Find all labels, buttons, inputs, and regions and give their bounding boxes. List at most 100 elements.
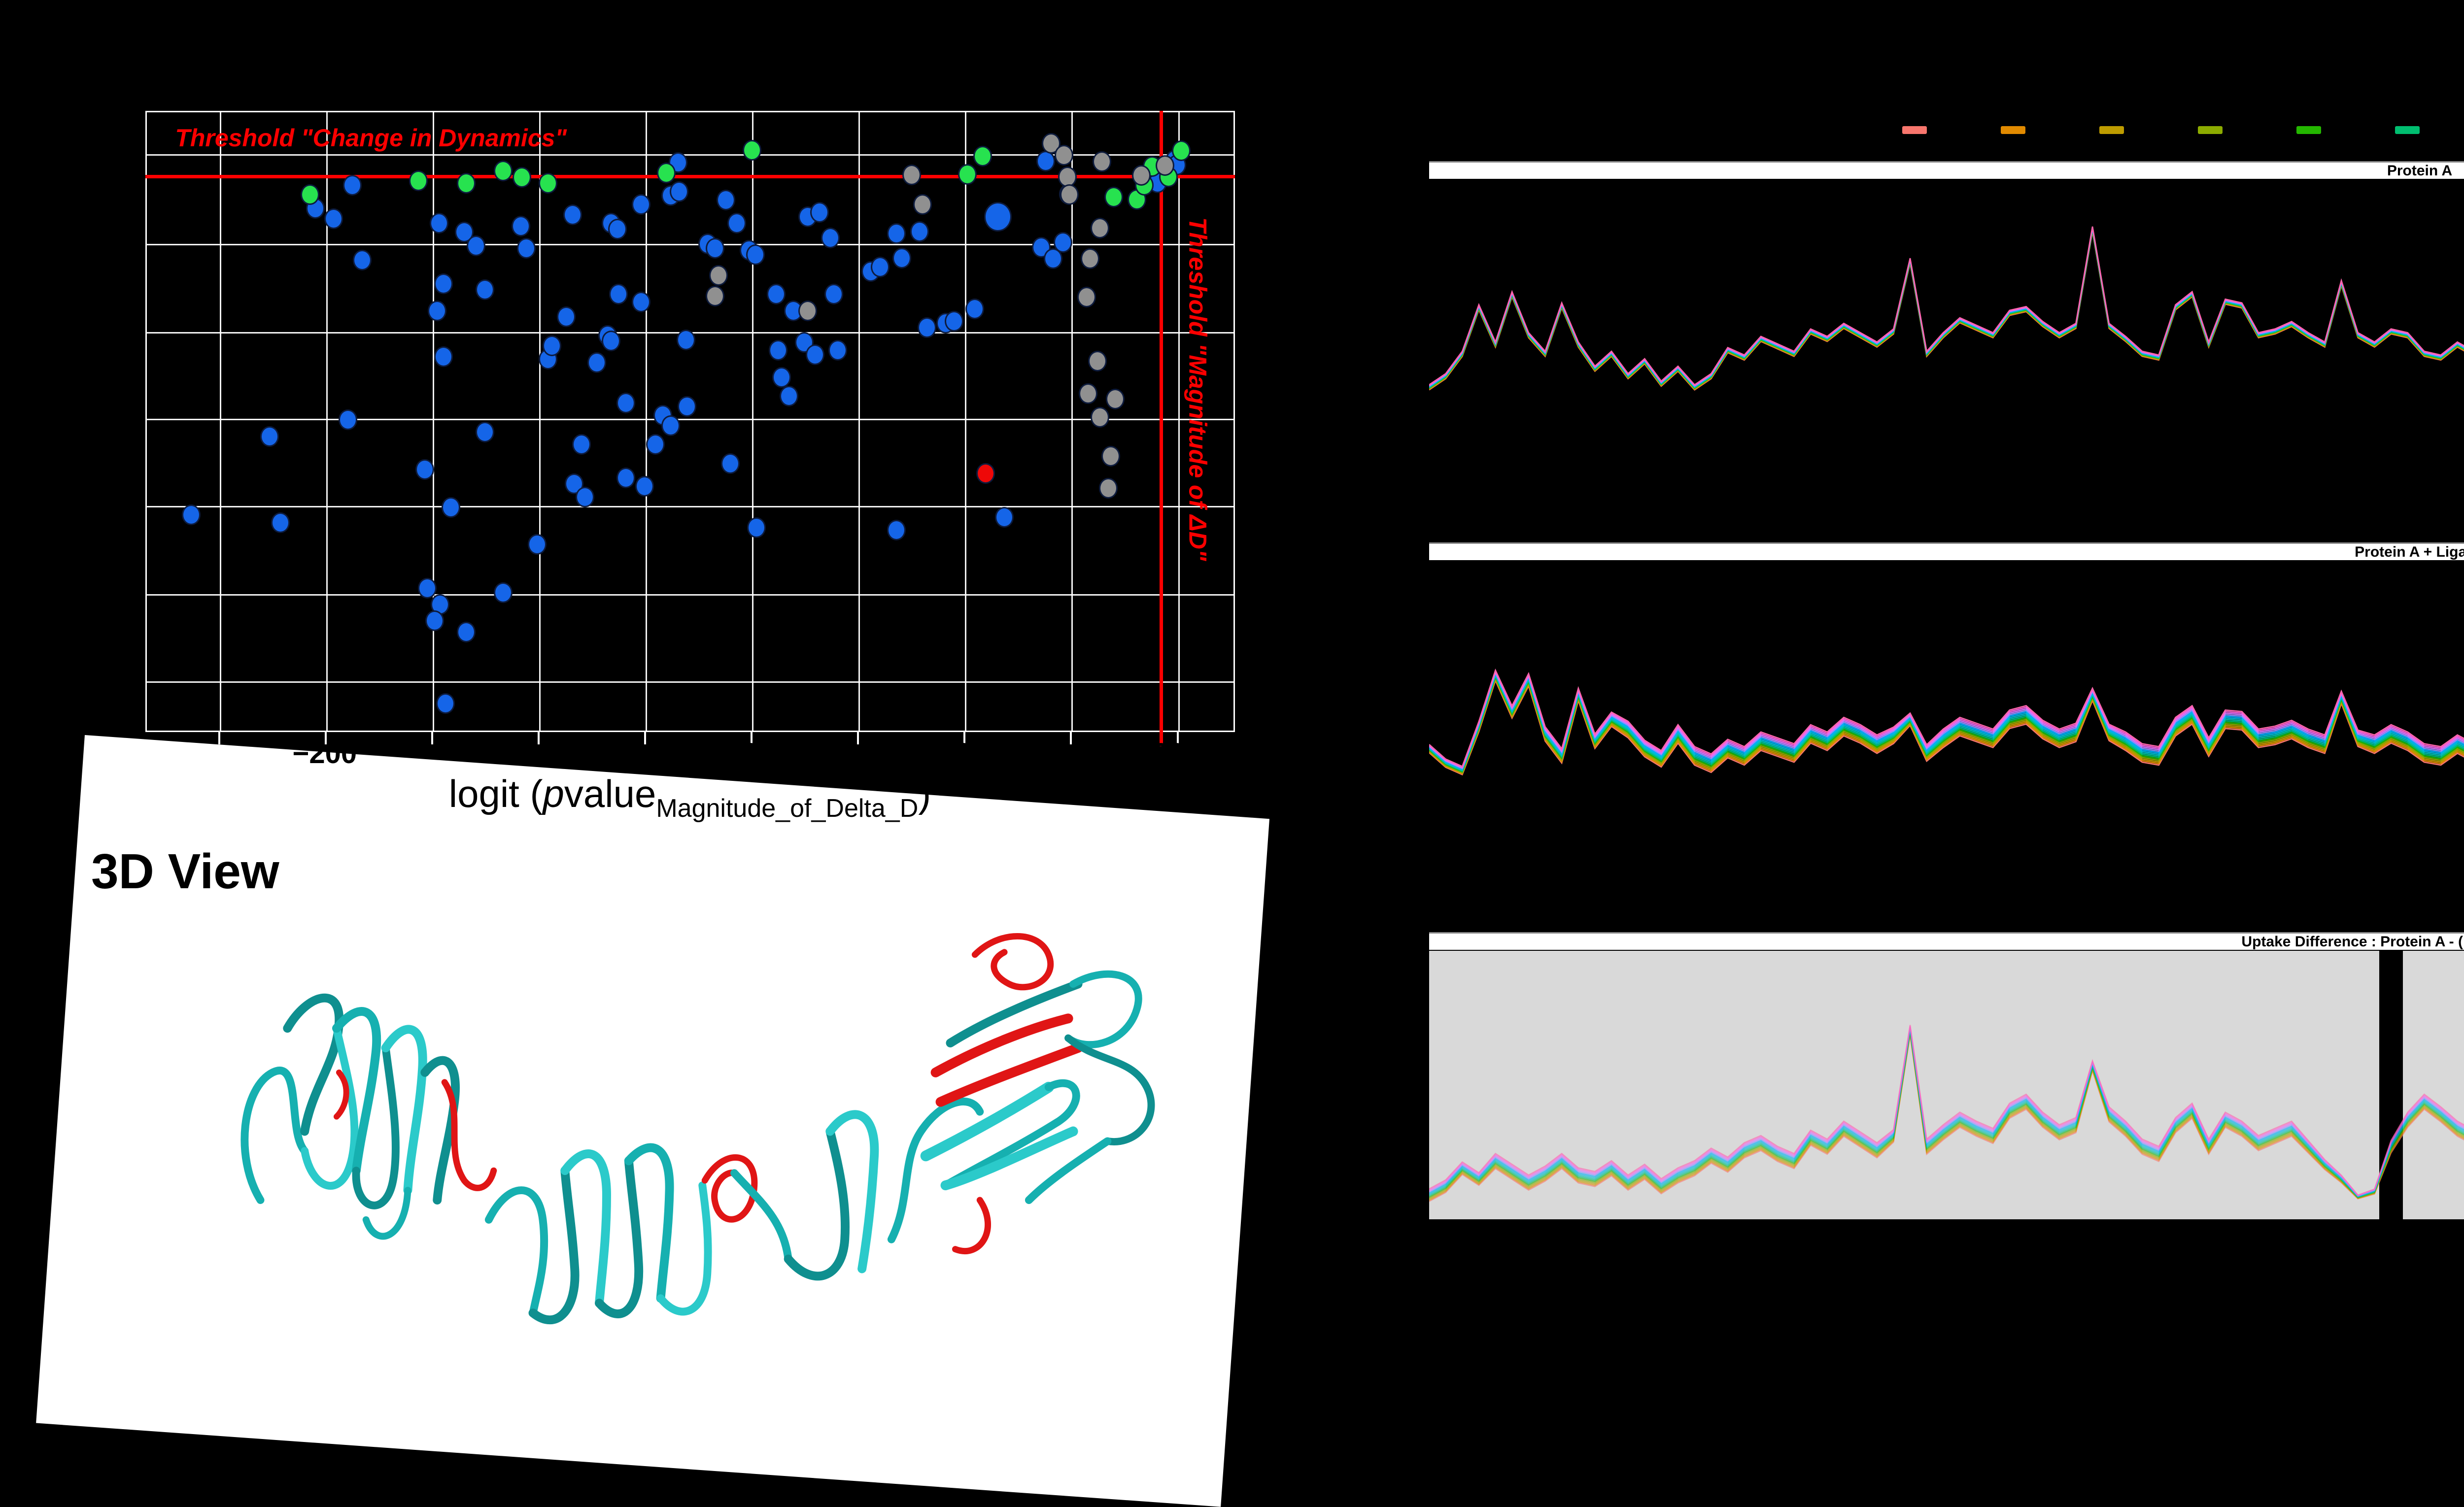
volcano-data-point[interactable] — [434, 346, 453, 367]
volcano-data-point[interactable] — [717, 190, 736, 211]
volcano-data-point[interactable] — [457, 622, 476, 643]
volcano-data-point[interactable] — [434, 273, 453, 294]
volcano-data-point[interactable] — [260, 426, 279, 447]
volcano-data-point[interactable] — [300, 184, 319, 205]
volcano-data-point[interactable] — [1055, 144, 1074, 166]
volcano-data-point[interactable] — [616, 467, 636, 488]
volcano-data-point[interactable] — [1090, 406, 1109, 428]
legend-timepoint-swatch[interactable] — [2099, 126, 2124, 134]
volcano-data-point[interactable] — [1058, 166, 1077, 187]
volcano-data-point[interactable] — [976, 463, 995, 484]
volcano-data-point[interactable] — [182, 504, 201, 525]
volcano-data-point[interactable] — [913, 194, 932, 215]
volcano-data-point[interactable] — [706, 238, 725, 259]
volcano-data-point[interactable] — [706, 285, 725, 306]
volcano-data-point[interactable] — [415, 459, 435, 480]
volcano-data-point[interactable] — [475, 421, 494, 442]
volcano-data-point[interactable] — [538, 173, 557, 194]
volcano-data-point[interactable] — [1156, 155, 1175, 176]
volcano-data-point[interactable] — [1088, 350, 1107, 371]
volcano-data-point[interactable] — [609, 283, 628, 304]
volcano-data-point[interactable] — [661, 415, 680, 436]
volcano-data-point[interactable] — [677, 396, 696, 417]
volcano-data-point[interactable] — [772, 367, 791, 388]
volcano-data-point[interactable] — [1078, 383, 1097, 404]
volcano-data-point[interactable] — [417, 578, 437, 599]
protein-ribbon-structure[interactable] — [212, 925, 1271, 1338]
volcano-data-point[interactable] — [1104, 186, 1124, 207]
volcano-data-point[interactable] — [494, 582, 513, 603]
volcano-data-point[interactable] — [271, 512, 290, 534]
volcano-data-point[interactable] — [892, 248, 912, 269]
volcano-data-point[interactable] — [1043, 248, 1062, 269]
volcano-data-point[interactable] — [965, 299, 985, 320]
volcano-data-point[interactable] — [727, 212, 747, 234]
volcano-data-point[interactable] — [511, 215, 530, 236]
volcano-data-point[interactable] — [746, 244, 765, 265]
volcano-data-point[interactable] — [670, 181, 689, 202]
volcano-data-point[interactable] — [1077, 287, 1096, 308]
uptake-chart-protein-a[interactable] — [1429, 207, 2464, 414]
volcano-data-point[interactable] — [587, 352, 606, 373]
volcano-data-point[interactable] — [1131, 165, 1151, 186]
volcano-data-point[interactable] — [342, 175, 362, 196]
volcano-data-point[interactable] — [563, 204, 582, 226]
volcano-data-point[interactable] — [467, 235, 486, 257]
volcano-data-point[interactable] — [958, 164, 977, 185]
volcano-data-point[interactable] — [806, 344, 825, 365]
volcano-data-point[interactable] — [338, 409, 357, 430]
volcano-data-point[interactable] — [769, 340, 788, 361]
volcano-data-point[interactable] — [543, 335, 562, 357]
volcano-data-point[interactable] — [352, 249, 372, 270]
volcano-data-point[interactable] — [743, 139, 762, 161]
volcano-data-point[interactable] — [457, 173, 476, 194]
uptake-difference-chart[interactable] — [1429, 1005, 2464, 1205]
volcano-data-point[interactable] — [1060, 184, 1079, 205]
volcano-data-point[interactable] — [828, 340, 848, 361]
volcano-data-point[interactable] — [494, 161, 513, 182]
volcano-data-point[interactable] — [557, 306, 576, 328]
volcano-data-point[interactable] — [780, 386, 799, 407]
volcano-data-point[interactable] — [572, 434, 591, 455]
volcano-data-point[interactable] — [324, 208, 343, 229]
volcano-data-point[interactable] — [984, 202, 1012, 232]
volcano-data-point[interactable] — [902, 164, 922, 185]
volcano-data-point[interactable] — [512, 167, 531, 188]
volcano-data-point[interactable] — [1172, 140, 1191, 161]
volcano-data-point[interactable] — [721, 453, 740, 474]
volcano-data-point[interactable] — [887, 520, 906, 541]
volcano-data-point[interactable] — [676, 329, 695, 350]
volcano-data-point[interactable] — [910, 221, 929, 242]
legend-timepoint-swatch[interactable] — [2395, 126, 2420, 134]
volcano-data-point[interactable] — [409, 170, 428, 192]
volcano-data-point[interactable] — [632, 194, 651, 215]
legend-timepoint-swatch[interactable] — [1902, 126, 1927, 134]
volcano-data-point[interactable] — [632, 292, 651, 313]
volcano-data-point[interactable] — [1090, 217, 1109, 238]
volcano-data-point[interactable] — [430, 212, 449, 234]
volcano-data-point[interactable] — [427, 300, 446, 321]
volcano-data-point[interactable] — [798, 300, 817, 321]
volcano-data-point[interactable] — [425, 610, 445, 631]
volcano-data-point[interactable] — [887, 223, 906, 244]
volcano-data-point[interactable] — [475, 279, 494, 301]
volcano-data-point[interactable] — [442, 497, 461, 518]
volcano-data-point[interactable] — [656, 162, 676, 183]
volcano-data-point[interactable] — [1036, 151, 1055, 172]
volcano-data-point[interactable] — [616, 392, 636, 413]
volcano-plot[interactable]: Threshold "Change in Dynamics" Threshold… — [145, 111, 1235, 746]
volcano-data-point[interactable] — [1093, 151, 1112, 172]
volcano-data-point[interactable] — [821, 227, 840, 248]
volcano-data-point[interactable] — [646, 434, 665, 455]
legend-timepoint-swatch[interactable] — [2001, 126, 2025, 134]
volcano-data-point[interactable] — [669, 152, 688, 173]
legend-timepoint-swatch[interactable] — [2296, 126, 2321, 134]
volcano-data-point[interactable] — [871, 256, 890, 277]
volcano-data-point[interactable] — [918, 317, 937, 338]
volcano-data-point[interactable] — [1053, 232, 1072, 253]
volcano-data-point[interactable] — [810, 202, 829, 223]
volcano-data-point[interactable] — [766, 283, 786, 304]
volcano-data-point[interactable] — [527, 534, 547, 555]
volcano-data-point[interactable] — [601, 331, 620, 352]
volcano-data-point[interactable] — [747, 517, 766, 538]
